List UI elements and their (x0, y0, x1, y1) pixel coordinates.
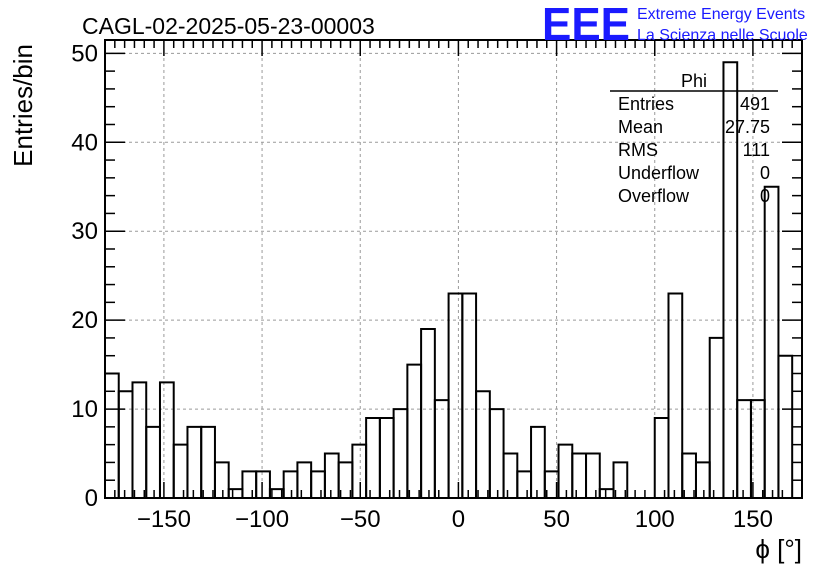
stats-label-rms: RMS (618, 140, 658, 160)
histogram-bin (131, 381, 148, 498)
x-tick-label: −150 (137, 506, 191, 533)
histogram-bin (530, 425, 546, 498)
histogram-bin (488, 408, 505, 498)
x-tick-label: 50 (543, 506, 570, 533)
x-tick-label: −50 (340, 506, 381, 533)
histogram-bin (777, 354, 794, 498)
y-tick-label: 20 (71, 307, 98, 334)
stats-label-underflow: Underflow (618, 163, 700, 183)
eee-logo-line1: Extreme Energy Events (637, 6, 805, 23)
eee-logo-mark: EEE (542, 0, 630, 50)
histogram-bin (694, 461, 711, 498)
histogram-bin (310, 470, 326, 498)
stats-label-mean: Mean (618, 117, 663, 137)
eee-logo: EEE Extreme Energy Events La Scienza nel… (542, 0, 808, 50)
histogram-bin (282, 470, 299, 498)
x-tick-label: −100 (235, 506, 289, 533)
axes (104, 39, 803, 499)
y-tick-label: 50 (71, 40, 98, 67)
y-tick-label: 0 (85, 485, 98, 512)
histogram-bin (323, 452, 340, 498)
tick-labels: −150 −100 −50 0 50 100 150 0 10 20 30 40 50 (71, 40, 773, 533)
histogram-bin (502, 452, 519, 498)
stats-label-overflow: Overflow (618, 186, 690, 206)
stats-label-entries: Entries (618, 94, 674, 114)
histogram-bin (255, 470, 271, 498)
histogram-bin (172, 443, 189, 498)
histogram-bin (420, 328, 436, 498)
y-tick-label: 10 (71, 396, 98, 423)
histogram-bin (227, 488, 244, 498)
histogram-bin (406, 363, 423, 498)
histogram-bin (213, 461, 230, 498)
histogram-bin (145, 425, 161, 498)
histogram-bin (378, 416, 395, 498)
y-tick-label: 30 (71, 218, 98, 245)
y-axis-label: Entries/bin (8, 44, 38, 167)
histogram-bin (158, 381, 175, 498)
histogram-bars (104, 61, 802, 499)
histogram-bin (433, 399, 450, 498)
chart-title: CAGL-02-2025-05-23-00003 (82, 13, 375, 39)
histogram-bin (722, 61, 739, 498)
y-tick-label: 40 (71, 129, 98, 156)
histogram-bin (667, 292, 684, 498)
histogram-bin (296, 461, 313, 498)
plot-frame (104, 39, 803, 499)
histogram-bin (200, 425, 216, 498)
stats-value-entries: 491 (740, 94, 770, 114)
x-tick-label: 150 (733, 506, 773, 533)
stats-box-title: Phi (681, 71, 707, 91)
stats-box: Phi Entries 491 Mean 27.75 RMS 111 Under… (610, 71, 778, 206)
histogram-bin (241, 470, 258, 498)
histogram-bin (351, 443, 368, 498)
stats-value-mean: 27.75 (725, 117, 770, 137)
histogram-bin (653, 416, 670, 498)
grid-lines (105, 40, 802, 498)
histogram-bin (516, 470, 533, 498)
histogram-bin (736, 399, 752, 498)
histogram-bin (186, 425, 203, 498)
x-axis-label: ϕ [°] (755, 534, 802, 564)
histogram-bin (763, 185, 780, 498)
histogram-bin (117, 390, 134, 498)
x-tick-label: 100 (635, 506, 675, 533)
x-tick-label: 0 (452, 506, 465, 533)
histogram-bin (708, 336, 725, 498)
stats-value-rms: 111 (743, 140, 770, 160)
histogram-bin (612, 461, 629, 498)
histogram-bin (475, 390, 491, 498)
histogram-bin (365, 416, 381, 498)
histogram-bin (571, 452, 588, 498)
stats-value-overflow: 0 (760, 186, 770, 206)
histogram-bin (598, 488, 615, 498)
histogram-bin (461, 292, 478, 498)
histogram-bin (104, 372, 120, 498)
histogram-bin (585, 452, 601, 498)
histogram-bin (392, 408, 409, 498)
stats-value-underflow: 0 (760, 163, 770, 183)
histogram-bin (557, 443, 574, 498)
eee-logo-line2: La Scienza nelle Scuole (637, 27, 808, 44)
histogram-bin (447, 292, 464, 498)
